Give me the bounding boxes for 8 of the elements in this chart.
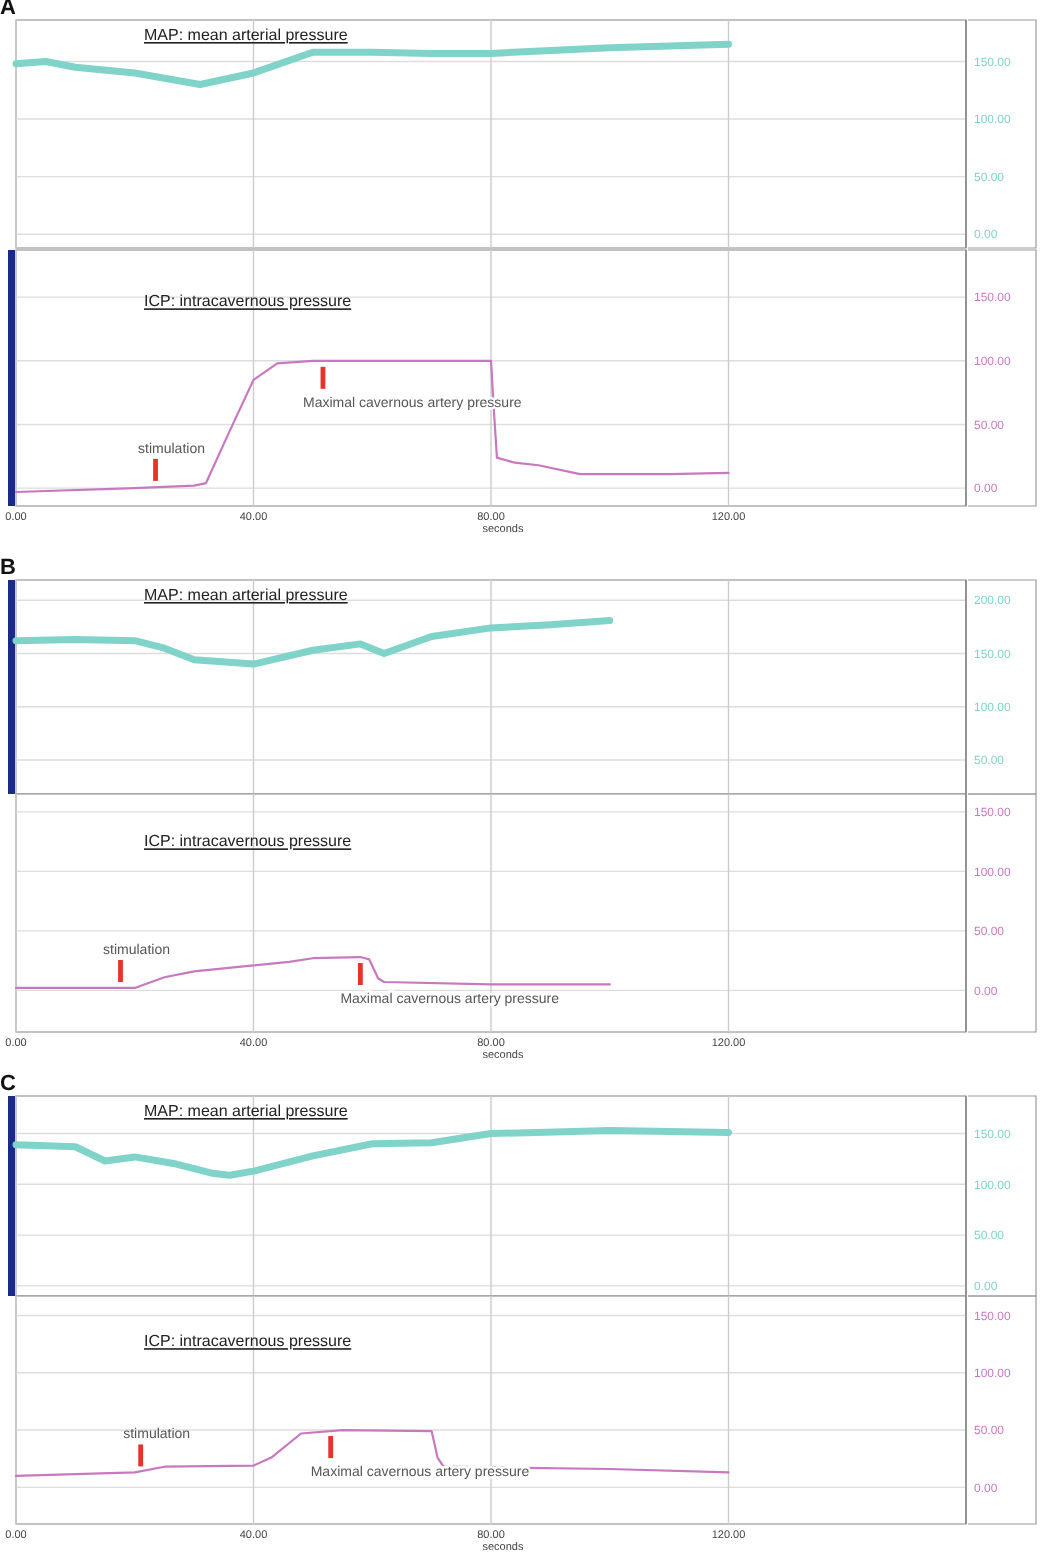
chart-title: MAP: mean arterial pressure [144,26,349,44]
text: C [0,1072,16,1096]
chart-title: MAP: mean arterial pressure [144,1102,349,1120]
text: B [0,556,16,580]
text: ICP: intracavernous pressure [144,832,353,851]
text: ICP: intracavernous pressure [144,1332,353,1351]
chart-title: MAP: mean arterial pressure [144,586,349,604]
text: ICP: intracavernous pressure [144,292,353,311]
